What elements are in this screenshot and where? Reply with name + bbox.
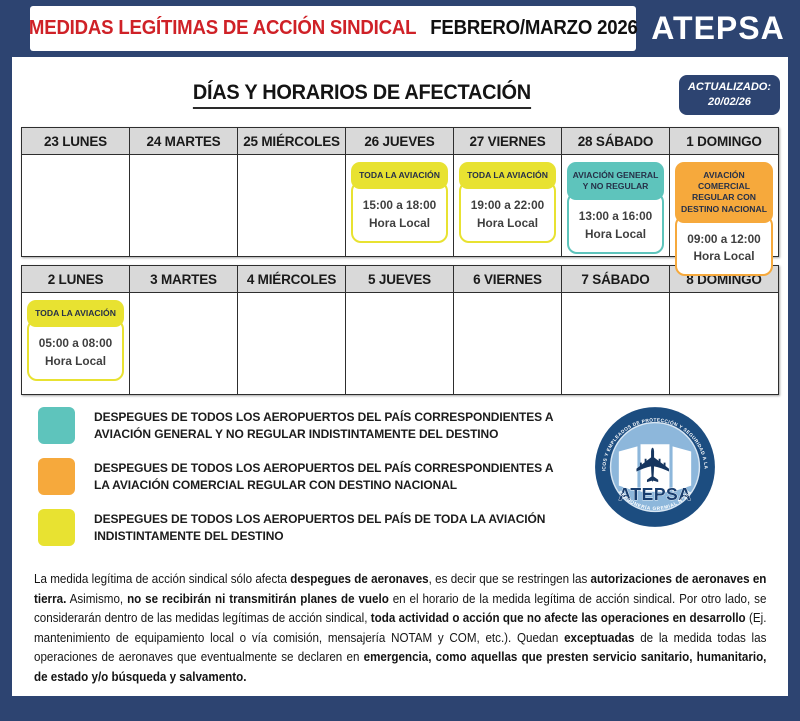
day-header: 5 JUEVES (346, 266, 454, 293)
day-cell (238, 293, 346, 394)
day-cell (130, 293, 238, 394)
day-header: 1 DOMINGO (670, 128, 778, 155)
day-header: 28 SÁBADO (562, 128, 670, 155)
section-title: DÍAS Y HORARIOS DE AFECTACIÓN (193, 81, 531, 109)
event-time-range: 05:00 a 08:00 (38, 336, 113, 351)
day-cell: TODA LA AVIACIÓN 05:00 a 08:00 Hora Local (22, 293, 130, 394)
event-time-range: 13:00 a 16:00 (578, 209, 653, 224)
day-header: 7 SÁBADO (562, 266, 670, 293)
footnote-bold-segment: autorizaciones de aeronaves en tierra. (34, 571, 767, 606)
day-cell (454, 293, 562, 394)
header-title: MEDIDAS LEGÍTIMAS DE ACCIÓN SINDICAL (28, 17, 417, 39)
day-header: 3 MARTES (130, 266, 238, 293)
footnote-text-segment: (Ej. mantenimiento de equipamiento local… (34, 610, 767, 645)
footnote-text-segment: Asimismo, (66, 590, 128, 606)
day-cell (562, 293, 670, 394)
footnote-text-segment: , es decir que se restringen las (428, 571, 591, 586)
logo-panel-right (672, 446, 692, 492)
day-cell: AVIACIÓN GENERAL Y NO REGULAR 13:00 a 16:… (562, 155, 670, 256)
day-cell: TODA LA AVIACIÓN 15:00 a 18:00 Hora Local (346, 155, 454, 256)
legend-label-line: LA AVIACIÓN COMERCIAL REGULAR CON DESTIN… (94, 477, 457, 492)
logo-panel-left (618, 446, 638, 492)
legend-item: DESPEGUES DE TODOS LOS AEROPUERTOS DEL P… (38, 407, 788, 444)
legend-swatch (38, 458, 75, 495)
header-period: FEBRERO/MARZO 2026 (429, 17, 638, 39)
legend-label-line: DESPEGUES DE TODOS LOS AEROPUERTOS DEL P… (94, 460, 554, 475)
day-header: 25 MIÉRCOLES (238, 128, 346, 155)
footnote-text-segment: de la medida todas las operaciones de ae… (34, 629, 767, 665)
day-cell: AVIACIÓN COMERCIAL REGULAR CON DESTINO N… (670, 155, 778, 277)
day-cell: TODA LA AVIACIÓN 19:00 a 22:00 Hora Local (454, 155, 562, 256)
day-cell (238, 155, 346, 256)
legend-label-line: DESPEGUES DE TODOS LOS AEROPUERTOS DEL P… (94, 409, 554, 424)
event-badge: AVIACIÓN GENERAL Y NO REGULAR (567, 162, 664, 201)
legend-item: DESPEGUES DE TODOS LOS AEROPUERTOS DEL P… (38, 509, 788, 546)
updated-badge: ACTUALIZADO: 20/02/26 (678, 75, 780, 115)
legend-label-line: AVIACIÓN GENERAL Y NO REGULAR INDISTINTA… (94, 426, 499, 441)
day-header: 2 LUNES (22, 266, 130, 293)
event-time-box: 05:00 a 08:00 Hora Local (27, 319, 124, 381)
legend-item: DESPEGUES DE TODOS LOS AEROPUERTOS DEL P… (38, 458, 788, 495)
footnote-bold-segment: despegues de aeronaves (290, 571, 429, 586)
event-time-label: Hora Local (477, 215, 538, 230)
header-title-box: MEDIDAS LEGÍTIMAS DE ACCIÓN SINDICAL FEB… (28, 6, 638, 51)
event-time-label: Hora Local (45, 353, 106, 368)
event-badge: AVIACIÓN COMERCIAL REGULAR CON DESTINO N… (675, 162, 773, 223)
airplane-icon: ✈ (627, 445, 682, 485)
event-time-range: 19:00 a 22:00 (470, 198, 545, 213)
legend-label: DESPEGUES DE TODOS LOS AEROPUERTOS DEL P… (94, 460, 554, 494)
day-cell (22, 155, 130, 256)
day-cell (670, 293, 778, 394)
logo-panel-center (640, 444, 670, 492)
day-header: 26 JUEVES (346, 128, 454, 155)
footnote-text-segment: en el horario de la medida legítima de a… (34, 590, 767, 626)
footnote-bold-segment: no se recibirán ni transmitirán planes d… (127, 590, 389, 606)
updated-label: ACTUALIZADO: (687, 81, 771, 93)
legend-logo-row: DESPEGUES DE TODOS LOS AEROPUERTOS DEL P… (38, 399, 788, 559)
title-row: DÍAS Y HORARIOS DE AFECTACIÓN ACTUALIZAD… (12, 57, 788, 127)
header-bar: MEDIDAS LEGÍTIMAS DE ACCIÓN SINDICAL FEB… (0, 0, 800, 57)
event-badge: TODA LA AVIACIÓN (27, 300, 124, 328)
legend-label: DESPEGUES DE TODOS LOS AEROPUERTOS DEL P… (94, 409, 554, 443)
event-time-label: Hora Local (693, 249, 755, 264)
legend: DESPEGUES DE TODOS LOS AEROPUERTOS DEL P… (38, 407, 788, 546)
footnote-bold-segment: exceptuadas (564, 629, 635, 645)
day-header: 24 MARTES (130, 128, 238, 155)
atepsa-logo-seal: ✈ ATEPSA ASOCIACIÓN TÉCNICOS Y EMPLEADOS… (591, 399, 715, 527)
legend-label-line: INDISTINTAMENTE DEL DESTINO (94, 528, 284, 543)
legend-swatch (38, 509, 75, 546)
event-time-box: 09:00 a 12:00 Hora Local (675, 214, 773, 277)
event-time-range: 09:00 a 12:00 (687, 231, 761, 246)
calendar-week-2: 2 LUNES 3 MARTES 4 MIÉRCOLES 5 JUEVES 6 VIER… (21, 265, 779, 395)
legend-label-line: DESPEGUES DE TODOS LOS AEROPUERTOS DEL P… (94, 511, 546, 526)
event-time-label: Hora Local (585, 227, 646, 242)
day-header: 23 LUNES (22, 128, 130, 155)
footnote-paragraph: La medida legítima de acción sindical só… (34, 569, 766, 686)
legend-label: DESPEGUES DE TODOS LOS AEROPUERTOS DEL P… (94, 511, 545, 545)
footnote-text-segment: La medida legítima de acción sindical só… (34, 571, 291, 586)
footnote-bold-segment: emergencia, como aquellas que presten se… (34, 649, 767, 684)
event-time-box: 15:00 a 18:00 Hora Local (351, 181, 448, 243)
day-cell (346, 293, 454, 394)
event-time-box: 13:00 a 16:00 Hora Local (567, 192, 664, 254)
atepsa-logo: ✈ ATEPSA ASOCIACIÓN TÉCNICOS Y EMPLEADOS… (591, 399, 717, 529)
event-badge: TODA LA AVIACIÓN (459, 162, 556, 190)
day-cell (130, 155, 238, 256)
day-header: 27 VIERNES (454, 128, 562, 155)
event-time-label: Hora Local (369, 215, 430, 230)
event-time-range: 15:00 a 18:00 (362, 198, 437, 213)
legend-swatch (38, 407, 75, 444)
content-panel: DÍAS Y HORARIOS DE AFECTACIÓN ACTUALIZAD… (12, 57, 788, 696)
day-header: 4 MIÉRCOLES (238, 266, 346, 293)
brand-wordmark: ATEPSA (651, 10, 785, 46)
footnote-bold-segment: toda actividad o acción que no afecte la… (370, 610, 746, 626)
event-badge: TODA LA AVIACIÓN (351, 162, 448, 190)
calendar-week-1: 23 LUNES 24 MARTES 25 MIÉRCOLES 26 JUEVES 27… (21, 127, 779, 277)
event-time-box: 19:00 a 22:00 Hora Local (459, 181, 556, 243)
updated-date: 20/02/26 (708, 95, 751, 108)
day-header: 6 VIERNES (454, 266, 562, 293)
logo-brand-text: ATEPSA (619, 484, 692, 504)
